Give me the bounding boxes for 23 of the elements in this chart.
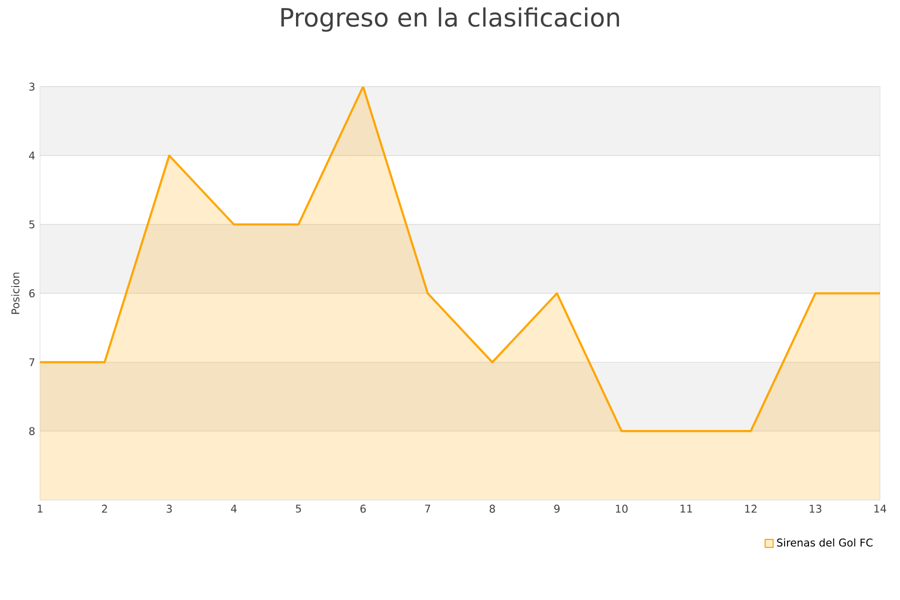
x-tick-label: 4 xyxy=(230,504,237,512)
x-tick-label: 2 xyxy=(102,504,107,513)
x-tick-label: 7 xyxy=(425,504,430,512)
x-tick-label: 11 xyxy=(680,504,692,512)
y-tick-label: 4 xyxy=(29,152,35,160)
x-tick-label: 13 xyxy=(810,504,822,513)
y-tick-label: 8 xyxy=(29,427,35,436)
x-tick-label: 12 xyxy=(745,504,756,513)
x-tick-label: 3 xyxy=(166,504,172,513)
y-axis-title: Posicion xyxy=(11,272,20,314)
x-tick-label: 9 xyxy=(554,504,560,513)
x-tick-label: 8 xyxy=(490,504,495,513)
chart-title: Progreso en la clasificacion xyxy=(281,7,619,32)
x-tick-label: 6 xyxy=(360,504,366,513)
y-tick-label: 7 xyxy=(29,358,34,366)
legend-label: Sirenas del Gol FC xyxy=(777,538,873,547)
x-tick-label: 5 xyxy=(296,504,301,513)
y-tick-label: 6 xyxy=(29,289,35,298)
y-tick-label: 3 xyxy=(29,82,34,91)
y-tick-label: 5 xyxy=(29,220,34,228)
x-tick-label: 10 xyxy=(616,504,628,513)
x-tick-label: 1 xyxy=(38,504,42,512)
x-tick-label: 14 xyxy=(874,504,886,512)
